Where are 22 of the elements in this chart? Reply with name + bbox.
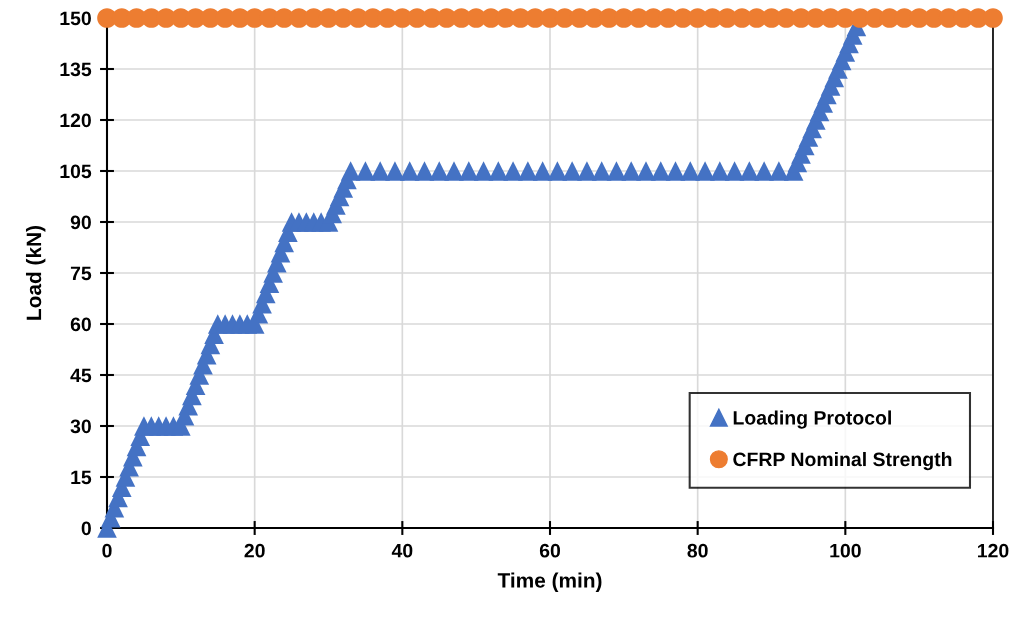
y-tick-label: 135 (60, 62, 92, 77)
y-tick-label: 75 (70, 266, 92, 281)
y-tick-label: 0 (81, 521, 91, 536)
x-tick-label: 0 (102, 543, 112, 558)
y-tick-label: 15 (71, 470, 92, 485)
legend-label: CFRP Nominal Strength (733, 451, 952, 471)
x-tick-label: 60 (539, 543, 561, 558)
y-tick-label: 120 (60, 113, 91, 128)
y-tick-label: 60 (70, 317, 91, 332)
x-tick-label: 20 (244, 543, 265, 558)
y-tick-label: 45 (70, 368, 92, 383)
y-tick-label: 90 (70, 215, 91, 230)
legend-label: Loading Protocol (733, 410, 891, 429)
y-tick-label: 150 (60, 11, 91, 26)
y-axis-title: Load (kN) (25, 226, 46, 320)
x-tick-label: 120 (978, 543, 1009, 558)
x-tick-label: 100 (830, 543, 861, 558)
x-axis-title: Time (min) (497, 572, 602, 592)
y-tick-label: 105 (60, 164, 92, 179)
y-tick-label: 30 (70, 419, 91, 434)
x-tick-label: 80 (687, 543, 708, 558)
x-tick-label: 40 (391, 543, 413, 558)
